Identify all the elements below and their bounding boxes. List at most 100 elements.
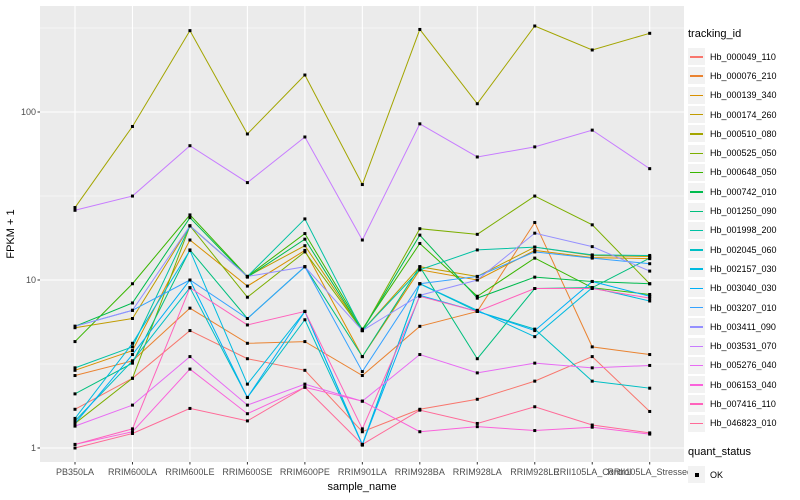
legend-label: Hb_000742_010 bbox=[710, 186, 777, 197]
data-point bbox=[590, 279, 594, 283]
legend-row-Hb_001998_200: Hb_001998_200 bbox=[688, 221, 800, 240]
data-point bbox=[418, 268, 422, 272]
legend-key-icon bbox=[688, 144, 705, 162]
data-point bbox=[73, 392, 77, 396]
legend-row-Hb_000139_340: Hb_000139_340 bbox=[688, 86, 800, 105]
legend-label: Hb_006153_040 bbox=[710, 379, 777, 390]
legend-key-icon bbox=[688, 86, 705, 104]
legend-key-icon bbox=[688, 260, 705, 278]
data-point bbox=[475, 421, 479, 425]
data-point bbox=[418, 265, 422, 269]
data-point bbox=[590, 345, 594, 349]
legend-row-Hb_002157_030: Hb_002157_030 bbox=[688, 259, 800, 278]
data-point bbox=[648, 31, 652, 35]
data-point bbox=[475, 102, 479, 106]
data-point bbox=[590, 253, 594, 257]
legend-key-icon bbox=[688, 106, 705, 124]
data-point bbox=[648, 256, 652, 260]
data-point bbox=[360, 183, 364, 187]
data-point bbox=[245, 357, 249, 361]
x-tick-label: RRIM901LA bbox=[338, 467, 387, 477]
legend-key-icon bbox=[688, 414, 705, 432]
data-point bbox=[130, 124, 134, 128]
data-point bbox=[533, 256, 537, 260]
x-tick-label: RRIM600PE bbox=[280, 467, 330, 477]
legend-label: Hb_002045_060 bbox=[710, 244, 777, 255]
data-point bbox=[533, 194, 537, 198]
data-point bbox=[418, 233, 422, 237]
data-point bbox=[590, 379, 594, 383]
plot-area: 1 10 100 PB350LA RRIM600LA RRIM600LE RRIM600SE… bbox=[5, 6, 692, 493]
legend-label: Hb_003411_090 bbox=[710, 321, 776, 332]
data-point bbox=[590, 423, 594, 427]
data-point bbox=[648, 296, 652, 300]
legend-key-icon bbox=[688, 221, 705, 239]
data-point bbox=[360, 238, 364, 242]
data-point bbox=[73, 407, 77, 411]
data-point bbox=[590, 355, 594, 359]
data-point bbox=[303, 382, 307, 386]
data-point bbox=[130, 301, 134, 305]
data-point bbox=[418, 227, 422, 231]
legend-row-Hb_046823_010: Hb_046823_010 bbox=[688, 414, 800, 433]
data-point bbox=[303, 250, 307, 254]
legend-row-Hb_001250_090: Hb_001250_090 bbox=[688, 201, 800, 220]
legend-label: Hb_000076_210 bbox=[710, 70, 777, 81]
data-point bbox=[73, 442, 77, 446]
legend-label: Hb_000049_110 bbox=[710, 51, 776, 62]
data-point bbox=[245, 419, 249, 423]
data-point bbox=[130, 341, 134, 345]
data-point bbox=[360, 442, 364, 446]
data-point bbox=[130, 194, 134, 198]
y-tick-label: 10 bbox=[26, 275, 36, 285]
data-point bbox=[648, 299, 652, 303]
data-point bbox=[533, 379, 537, 383]
x-tick-label: RRIM600SE bbox=[222, 467, 272, 477]
data-point bbox=[303, 73, 307, 77]
legend-label: Hb_005276_040 bbox=[710, 360, 777, 371]
data-point bbox=[533, 287, 537, 291]
data-point bbox=[590, 425, 594, 429]
legend-label: Hb_007416_110 bbox=[710, 398, 776, 409]
data-point bbox=[648, 431, 652, 435]
legend-label: Hb_046823_010 bbox=[710, 418, 777, 429]
data-point bbox=[418, 408, 422, 412]
data-point bbox=[73, 419, 77, 423]
data-point bbox=[648, 262, 652, 266]
data-point bbox=[130, 431, 134, 435]
legend-row-Hb_000076_210: Hb_000076_210 bbox=[688, 66, 800, 85]
data-point bbox=[590, 128, 594, 132]
x-tick-label: RRIM928LE bbox=[510, 467, 559, 477]
data-point bbox=[245, 403, 249, 407]
data-point bbox=[73, 446, 77, 450]
legend-row-Hb_000525_050: Hb_000525_050 bbox=[688, 143, 800, 162]
data-point bbox=[475, 357, 479, 361]
data-point bbox=[475, 232, 479, 236]
data-point bbox=[188, 238, 192, 242]
legend-key-icon bbox=[688, 376, 705, 394]
data-point bbox=[648, 253, 652, 257]
legend-label: Hb_000510_080 bbox=[710, 128, 777, 139]
data-point bbox=[648, 386, 652, 390]
data-point bbox=[418, 27, 422, 31]
data-point bbox=[245, 395, 249, 399]
data-point bbox=[73, 366, 77, 370]
data-point bbox=[245, 382, 249, 386]
x-tick-label: RRIM600LE bbox=[165, 467, 214, 477]
data-point bbox=[188, 216, 192, 220]
legend-key-icon bbox=[688, 241, 705, 259]
data-point bbox=[188, 29, 192, 33]
data-point bbox=[245, 181, 249, 185]
data-point bbox=[360, 374, 364, 378]
data-point bbox=[648, 269, 652, 273]
data-point bbox=[303, 368, 307, 372]
data-point bbox=[73, 374, 77, 378]
data-point bbox=[130, 349, 134, 353]
data-point bbox=[648, 294, 652, 298]
data-point bbox=[188, 224, 192, 228]
legend-row-Hb_005276_040: Hb_005276_040 bbox=[688, 356, 800, 375]
data-point bbox=[533, 405, 537, 409]
data-point bbox=[245, 274, 249, 278]
data-point bbox=[533, 329, 537, 333]
data-point bbox=[648, 363, 652, 367]
